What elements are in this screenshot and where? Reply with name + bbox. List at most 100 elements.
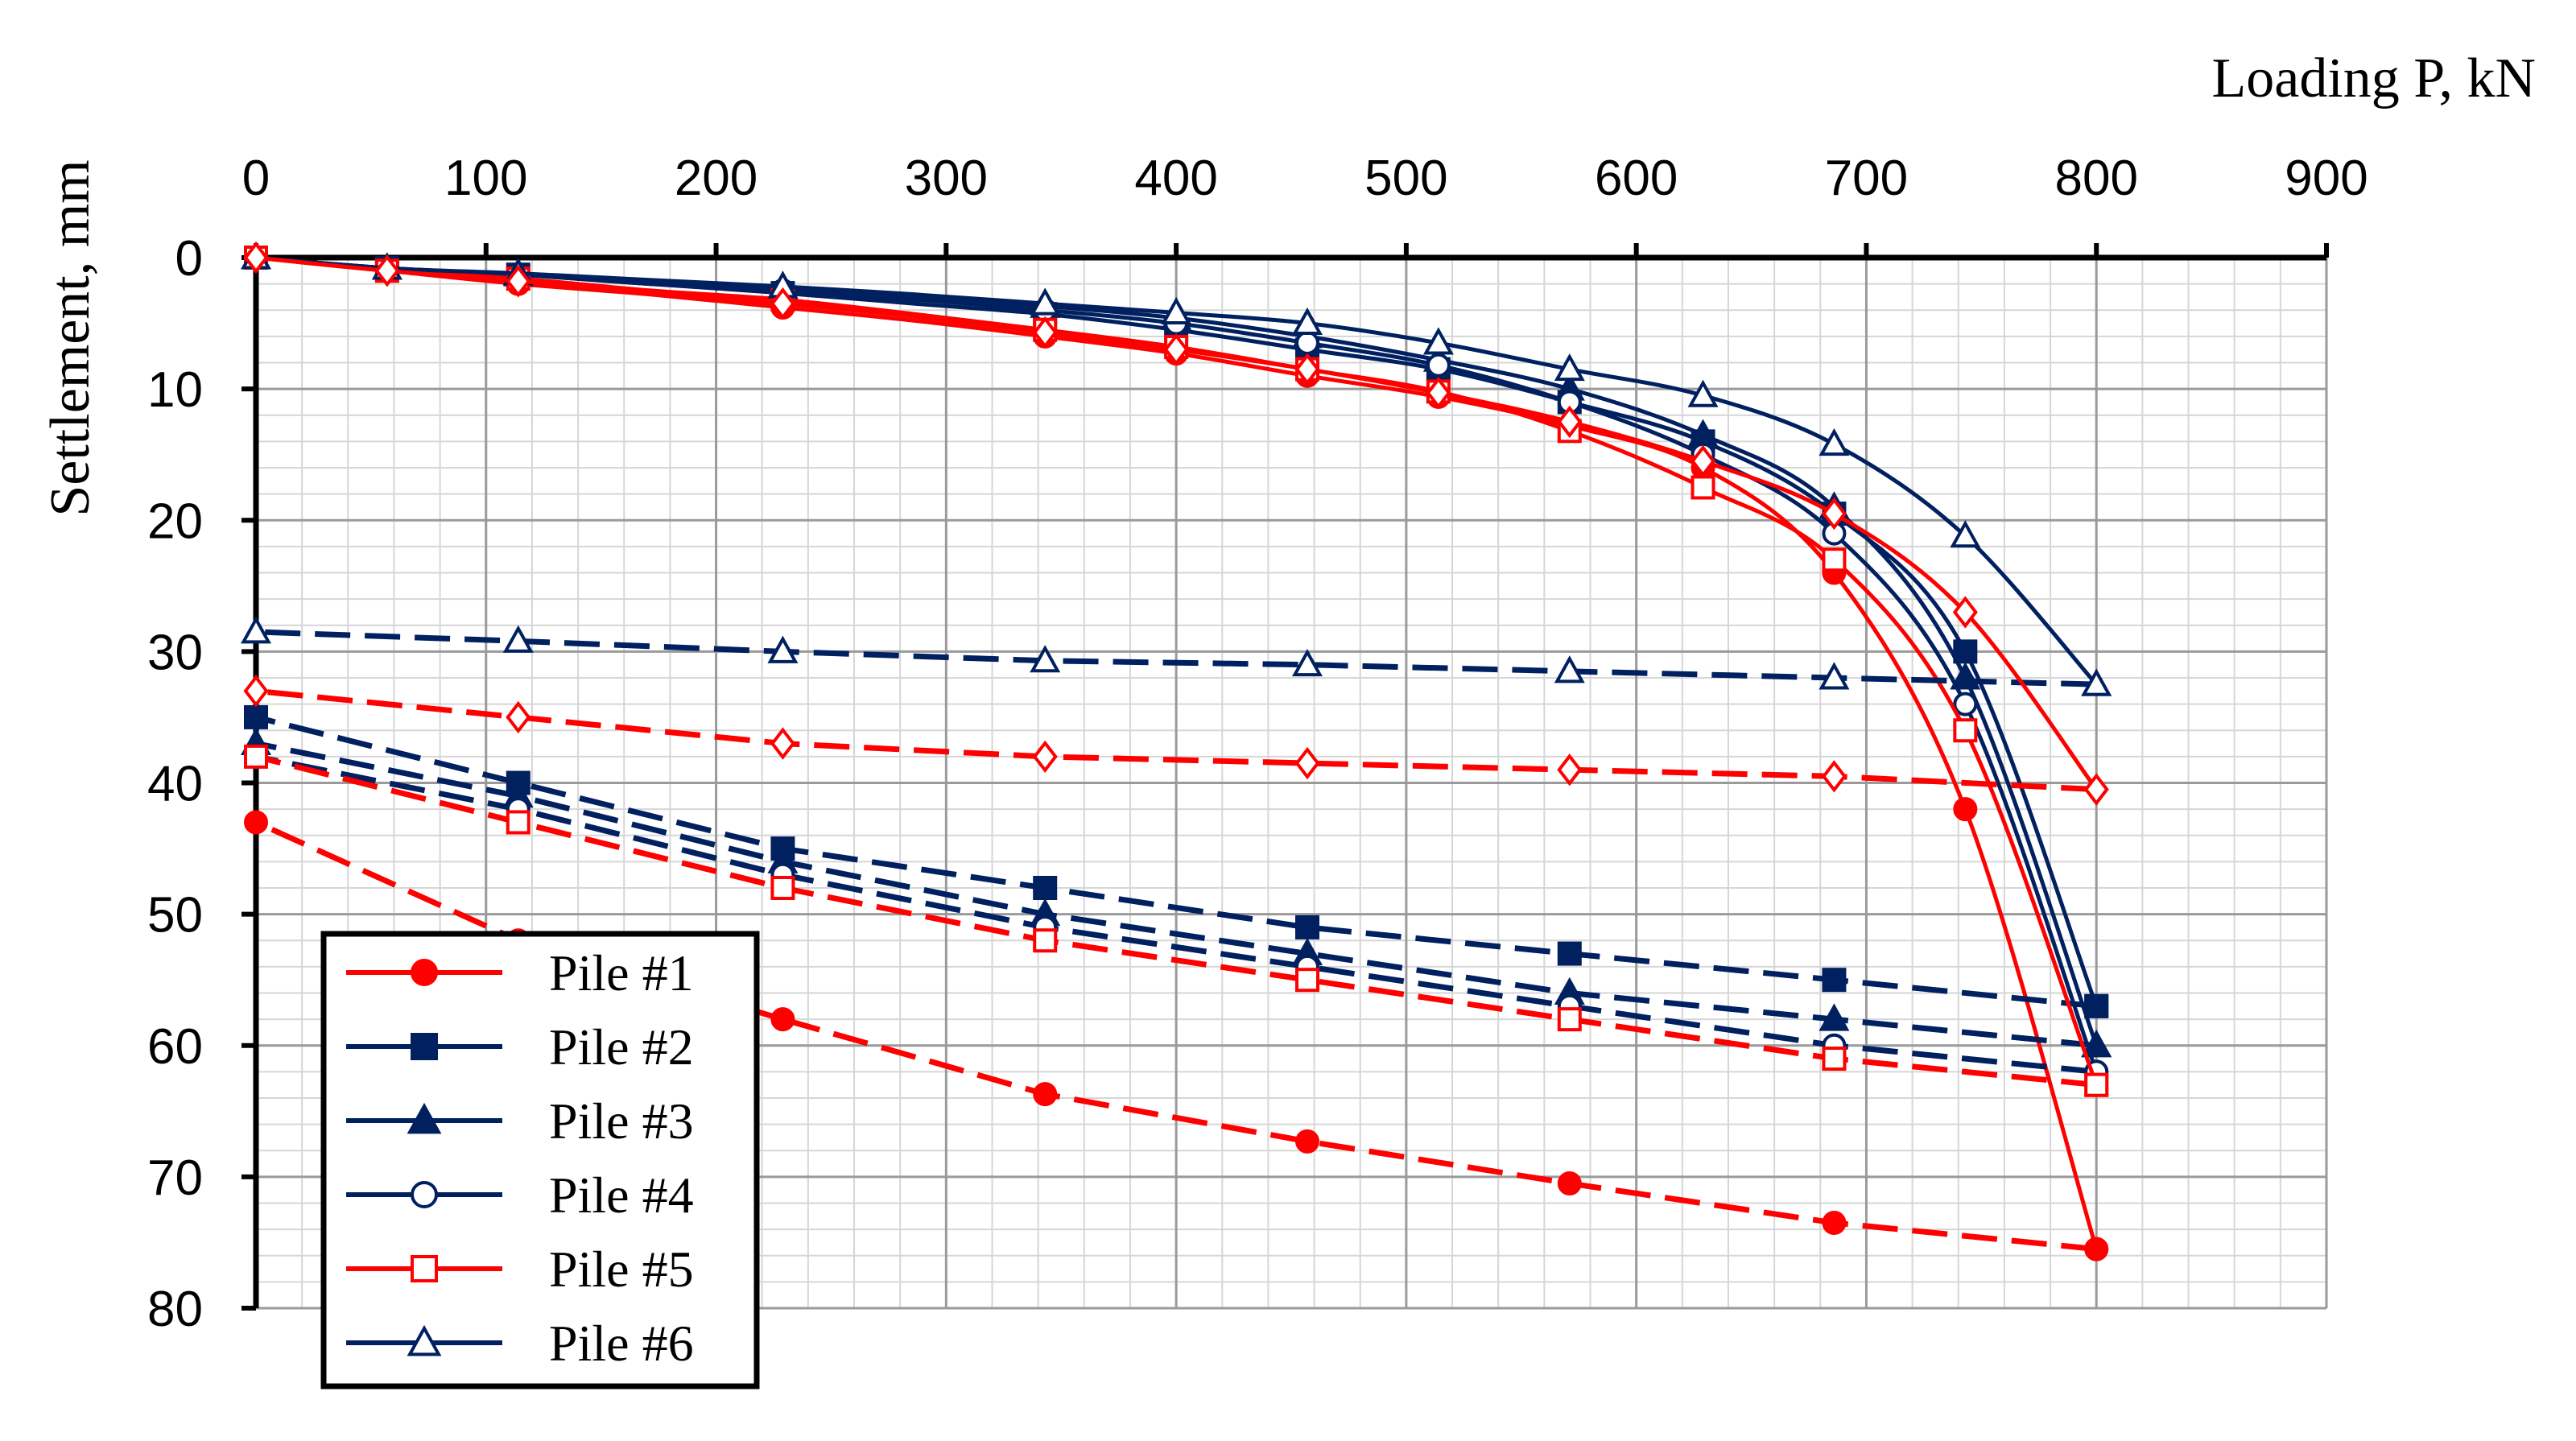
data-point-pile-6 — [1292, 648, 1323, 677]
y-tick-label: 10 — [147, 362, 203, 418]
loading-line-pile-1 — [255, 255, 2099, 1250]
x-tick-label: 300 — [905, 151, 988, 206]
data-point-pile-7 — [243, 241, 269, 275]
legend-item: Pile #4 — [346, 1166, 694, 1224]
x-tick-label: 100 — [444, 151, 527, 206]
data-point-pile-7 — [1426, 376, 1451, 410]
unloading-line-pile-3 — [255, 741, 2097, 1049]
data-point-pile-7 — [1294, 746, 1320, 780]
data-point-pile-2 — [1033, 876, 1058, 900]
data-point-pile-5 — [1953, 718, 1978, 743]
data-point-pile-7 — [374, 254, 400, 287]
data-point-pile-1 — [2084, 1237, 2109, 1261]
data-point-pile-2 — [2084, 993, 2109, 1018]
x-tick-label: 800 — [2054, 151, 2137, 206]
data-point-pile-5 — [1295, 968, 1320, 993]
unloading-line-pile-6 — [255, 629, 2097, 687]
data-point-pile-6 — [1554, 353, 1585, 382]
data-point-pile-1 — [770, 1007, 795, 1032]
data-point-pile-6 — [1818, 427, 1850, 456]
data-point-pile-6 — [1554, 655, 1585, 683]
data-point-pile-7 — [2083, 773, 2109, 806]
data-point-pile-2 — [1953, 639, 1978, 664]
data-point-pile-6 — [1161, 296, 1192, 324]
x-tick-label: 700 — [1825, 151, 1908, 206]
series-layer — [241, 241, 2112, 1261]
y-tick-label: 40 — [147, 757, 203, 812]
legend-label: Pile #1 — [549, 944, 694, 1001]
x-tick-label: 900 — [2285, 151, 2368, 206]
y-tick-labels: 0 10 20 30 40 50 60 70 80 — [147, 231, 203, 1337]
data-point-pile-7 — [770, 287, 795, 320]
legend-label: Pile #4 — [549, 1166, 694, 1224]
y-tick-label: 0 — [175, 231, 203, 287]
data-point-pile-7 — [506, 265, 531, 298]
legend-item: Pile #2 — [346, 1018, 694, 1076]
data-point-pile-6 — [502, 625, 534, 653]
data-point-pile-6 — [241, 616, 271, 644]
data-point-pile-7 — [1557, 405, 1583, 439]
data-point-pile-7 — [1821, 760, 1847, 793]
data-point-pile-7 — [1557, 754, 1583, 787]
data-point-pile-1 — [1033, 1082, 1058, 1107]
y-tick-label: 30 — [147, 625, 203, 680]
legend-item: Pile #3 — [346, 1092, 694, 1150]
data-point-pile-6 — [1292, 307, 1323, 336]
data-point-pile-7 — [1294, 353, 1320, 386]
data-point-pile-7 — [1952, 596, 1978, 629]
legend-marker — [411, 959, 438, 986]
data-point-pile-2 — [1295, 915, 1320, 939]
data-point-pile-7 — [243, 675, 269, 708]
data-point-pile-5 — [244, 744, 268, 769]
data-point-pile-3 — [1818, 1003, 1850, 1031]
data-point-pile-6 — [2081, 668, 2112, 696]
legend-label: Pile #6 — [549, 1315, 694, 1372]
x-tick-label: 200 — [675, 151, 758, 206]
x-tick-label: 600 — [1595, 151, 1678, 206]
legend-label: Pile #5 — [549, 1241, 694, 1298]
legend-label: Pile #2 — [549, 1018, 694, 1076]
data-point-pile-5 — [1822, 1047, 1847, 1071]
legend-marker — [411, 1255, 438, 1282]
legend-marker — [411, 1181, 438, 1208]
legend-label: Pile #3 — [549, 1092, 694, 1150]
data-point-pile-5 — [1690, 475, 1715, 500]
unloading-line-pile-2 — [255, 714, 2097, 1010]
unloading-line-pile-5 — [255, 754, 2097, 1088]
data-point-pile-7 — [1690, 444, 1716, 478]
data-point-pile-7 — [506, 700, 531, 734]
data-point-pile-2 — [1822, 968, 1847, 993]
y-tick-label: 70 — [147, 1150, 203, 1206]
data-point-pile-2 — [244, 704, 268, 729]
y-tick-label: 50 — [147, 888, 203, 943]
x-tick-label: 500 — [1364, 151, 1447, 206]
data-point-pile-1 — [1557, 1171, 1582, 1196]
data-point-pile-4 — [1953, 692, 1978, 716]
data-point-pile-1 — [244, 810, 268, 835]
data-point-pile-1 — [1822, 1210, 1847, 1235]
data-point-pile-7 — [1032, 740, 1058, 774]
y-tick-label: 60 — [147, 1019, 203, 1075]
data-point-pile-5 — [1822, 547, 1847, 572]
data-point-pile-6 — [1818, 662, 1850, 690]
y-tick-label: 20 — [147, 493, 203, 549]
data-point-pile-5 — [770, 876, 795, 900]
data-point-pile-6 — [1030, 287, 1061, 316]
data-point-pile-4 — [1295, 331, 1320, 356]
series-pile-7 — [243, 241, 2109, 806]
loading-line-pile-4 — [255, 255, 2099, 1073]
data-point-pile-7 — [1821, 497, 1847, 531]
data-point-pile-6 — [1950, 520, 1981, 548]
y-tick-label: 80 — [147, 1282, 203, 1337]
legend-box — [320, 931, 760, 1389]
data-point-pile-1 — [1953, 797, 1978, 822]
x-tick-labels: 0 100 200 300 400 500 600 700 800 900 — [242, 151, 2368, 206]
axes — [242, 243, 2329, 1311]
data-point-pile-5 — [506, 810, 530, 835]
data-point-pile-5 — [1033, 928, 1058, 953]
data-point-pile-2 — [1557, 941, 1582, 966]
x-tick-label: 400 — [1134, 151, 1217, 206]
unloading-line-pile-4 — [255, 754, 2097, 1075]
data-point-pile-6 — [1422, 327, 1454, 355]
legend-marker — [407, 1102, 442, 1134]
